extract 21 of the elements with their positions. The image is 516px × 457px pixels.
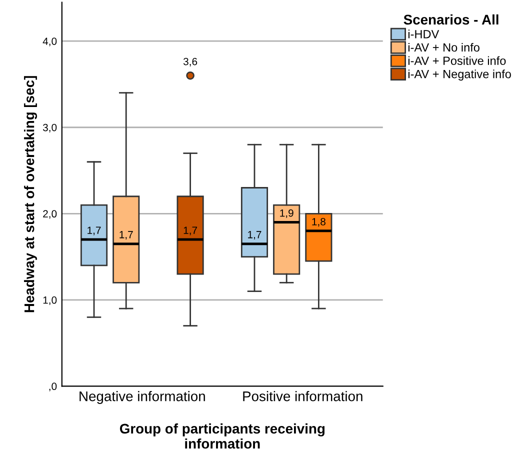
legend-label: i-AV + No info (408, 42, 480, 52)
y-tick-label: ,0 (49, 382, 57, 392)
y-axis-title: Headway at start of overtaking [sec] (24, 76, 38, 312)
legend-title: Scenarios - All (404, 14, 498, 25)
text: 1,7 (184, 226, 198, 236)
text: 1,9 (280, 209, 294, 218)
text: 1,8 (312, 218, 326, 227)
text: 1,7 (88, 226, 101, 236)
y-tick-label: 4,0 (42, 38, 57, 46)
y-tick-label: 3,0 (42, 124, 57, 132)
legend-label: i-HDV (408, 30, 440, 38)
y-tick-label: 1,0 (43, 296, 57, 306)
legend-label: i-AV + Positive info (408, 56, 506, 65)
x-tick-label: Positive information (243, 391, 362, 402)
annotation: 3,6 (183, 58, 198, 66)
y-tick-label: 2,0 (43, 210, 57, 219)
text: 1,7 (120, 231, 133, 240)
text: 1,7 (248, 231, 262, 240)
x-tick-label: Negative information (80, 391, 205, 404)
legend-label: i-AV + Negative info (408, 70, 511, 81)
x-axis-title: Group of participants receiving information (120, 423, 324, 449)
